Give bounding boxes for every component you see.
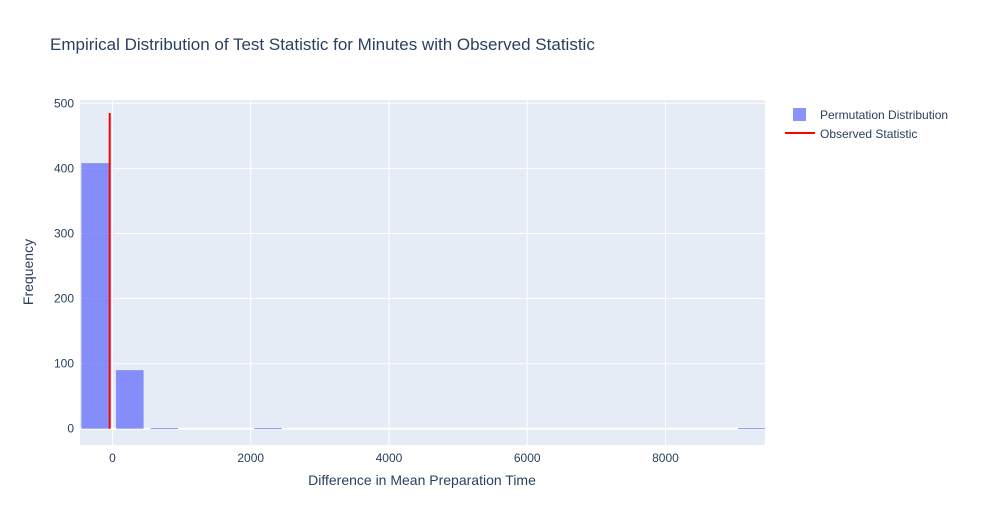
y-tick-label: 100 [54,357,74,371]
legend-swatch-permutation [793,108,806,121]
histogram-bar[interactable] [115,370,144,429]
legend[interactable]: Permutation Distribution Observed Statis… [785,108,948,141]
bars-layer [81,163,765,430]
legend-item-permutation[interactable]: Permutation Distribution [793,108,948,122]
histogram-bar[interactable] [738,428,765,430]
x-tick-labels: 0 2000 4000 6000 8000 [109,451,679,465]
chart-title: Empirical Distribution of Test Statistic… [50,35,595,54]
plot-background [80,100,765,445]
grid-layer [80,100,765,445]
x-tick-label: 2000 [237,451,264,465]
y-axis-title: Frequency [20,239,36,305]
y-tick-labels: 0 100 200 300 400 500 [54,96,74,435]
y-tick-label: 500 [54,96,74,110]
legend-label-permutation: Permutation Distribution [820,108,948,122]
x-tick-label: 0 [109,451,116,465]
histogram-bar[interactable] [150,428,179,430]
y-tick-label: 300 [54,226,74,240]
legend-label-observed: Observed Statistic [820,127,917,141]
y-tick-label: 400 [54,161,74,175]
histogram-bar[interactable] [254,428,282,430]
legend-item-observed[interactable]: Observed Statistic [785,127,917,141]
x-tick-label: 6000 [514,451,541,465]
histogram-bar[interactable] [81,163,110,429]
x-axis-title: Difference in Mean Preparation Time [308,472,536,488]
y-tick-label: 0 [67,422,74,436]
x-tick-label: 4000 [376,451,403,465]
x-tick-label: 8000 [652,451,679,465]
y-tick-label: 200 [54,292,74,306]
